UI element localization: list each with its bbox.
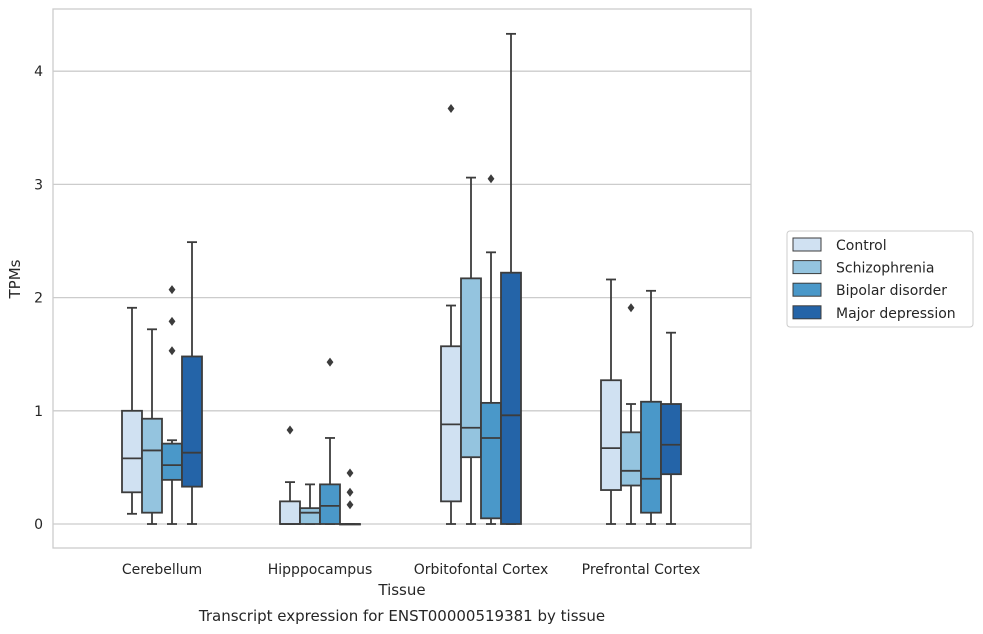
box-schizophrenia [460,176,482,525]
iqr-box [640,400,662,514]
x-axis-label: Tissue [377,581,425,599]
x-tick-label: Orbitofontal Cortex [414,562,549,578]
outlier-point [487,174,495,184]
x-tick-label: Hipppocampus [268,562,373,578]
y-tick-label: 3 [34,177,43,193]
box-bipolar-disorder [640,289,662,525]
iqr-box [161,442,183,481]
legend-label: Bipolar disorder [836,283,947,299]
legend: Control Schizophrenia Bipolar disorder Majo… [786,230,974,328]
outlier-point [447,104,455,114]
box-bipolar-disorder [480,174,502,525]
y-axis-tick-labels: 0 1 2 3 4 [34,64,43,533]
y-tick-label: 0 [34,517,43,533]
outlier-point [346,468,354,478]
outlier-point [168,316,176,326]
y-tick-label: 2 [34,291,43,307]
iqr-box [600,379,622,491]
box-major-depression [500,32,522,525]
box-major-depression [660,331,682,525]
chart-caption: Transcript expression for ENST0000051938… [198,607,605,625]
outlier-point [627,303,635,313]
iqr-box [620,431,642,487]
box-bipolar-disorder [161,285,183,525]
iqr-box [460,277,482,459]
outlier-point [168,285,176,295]
legend-label: Control [836,238,887,254]
box-control [121,306,143,515]
iqr-box [181,355,203,488]
iqr-box [121,409,143,494]
box-major-depression [339,468,361,526]
iqr-box [279,500,301,525]
outlier-point [286,425,294,435]
legend-frame [786,230,974,328]
y-tick-label: 4 [34,64,43,80]
box-plot-series [121,32,682,526]
iqr-box [480,401,502,520]
x-axis-tick-labels: Cerebellum Hipppocampus Orbitofontal Corte… [122,562,700,578]
box-major-depression [181,241,203,525]
x-tick-label: Prefrontal Cortex [582,562,701,578]
y-tick-label: 1 [34,404,43,420]
iqr-box [141,417,163,514]
iqr-box [660,403,682,476]
legend-swatch [792,237,822,252]
iqr-box [299,507,321,525]
x-tick-label: Cerebellum [122,562,202,578]
box-bipolar-disorder [319,357,341,525]
y-axis-label: TPMs [6,259,24,299]
plot-frame [52,8,752,549]
iqr-box [500,271,522,525]
legend-label: Major depression [836,306,956,322]
legend-swatch [792,260,822,275]
legend-label: Schizophrenia [836,261,934,277]
outlier-point [168,346,176,356]
box-schizophrenia [299,483,321,525]
iqr-box [319,483,341,525]
legend-swatch [792,282,822,297]
outlier-point [346,487,354,497]
legend-swatch [792,305,822,320]
box-control [279,425,301,525]
outlier-point [326,357,334,367]
outlier-point [346,500,354,510]
